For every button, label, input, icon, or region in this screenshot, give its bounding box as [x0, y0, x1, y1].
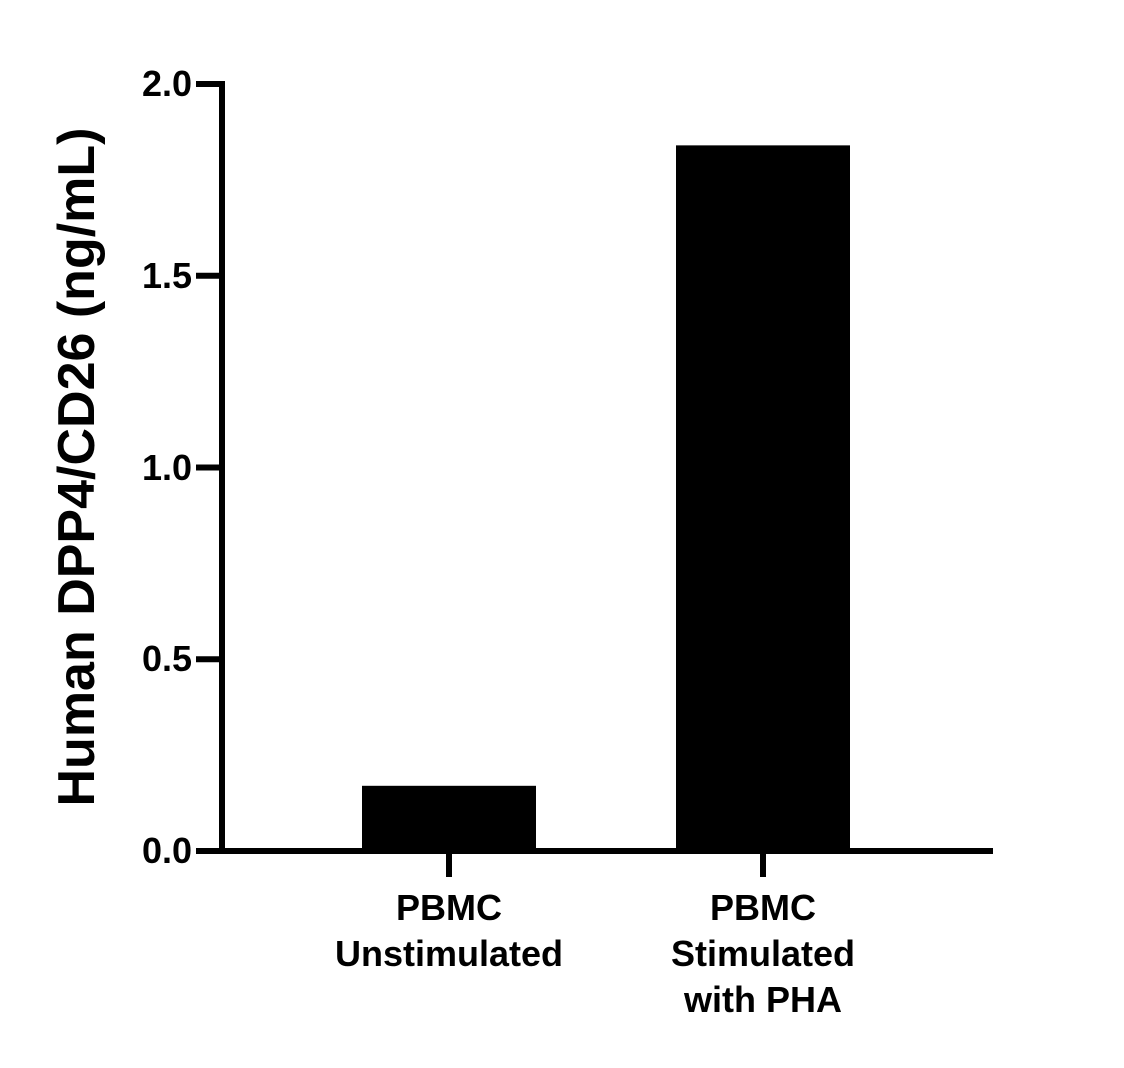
x-category-label-line: with PHA — [684, 979, 842, 1020]
bar — [676, 145, 850, 852]
y-tick-label: 1.0 — [141, 446, 192, 488]
bar — [362, 785, 536, 851]
y-axis-label: Human DPP4/CD26 (ng/mL) — [48, 127, 106, 807]
x-category-label-line: PBMC — [710, 887, 816, 928]
x-category-label-line: PBMC — [396, 887, 502, 928]
x-category-label: PBMC Unstimulated — [299, 885, 599, 977]
x-category-label-line: Stimulated — [670, 933, 856, 974]
y-tick-label: 0.5 — [141, 638, 192, 680]
y-tick-label: 0.0 — [141, 830, 192, 871]
y-tick-label: 1.5 — [141, 254, 192, 296]
x-category-label-line: Unstimulated — [334, 933, 564, 974]
x-category-label: PBMC Stimulated with PHA — [613, 885, 913, 1023]
y-tick-label: 2.0 — [141, 63, 192, 104]
